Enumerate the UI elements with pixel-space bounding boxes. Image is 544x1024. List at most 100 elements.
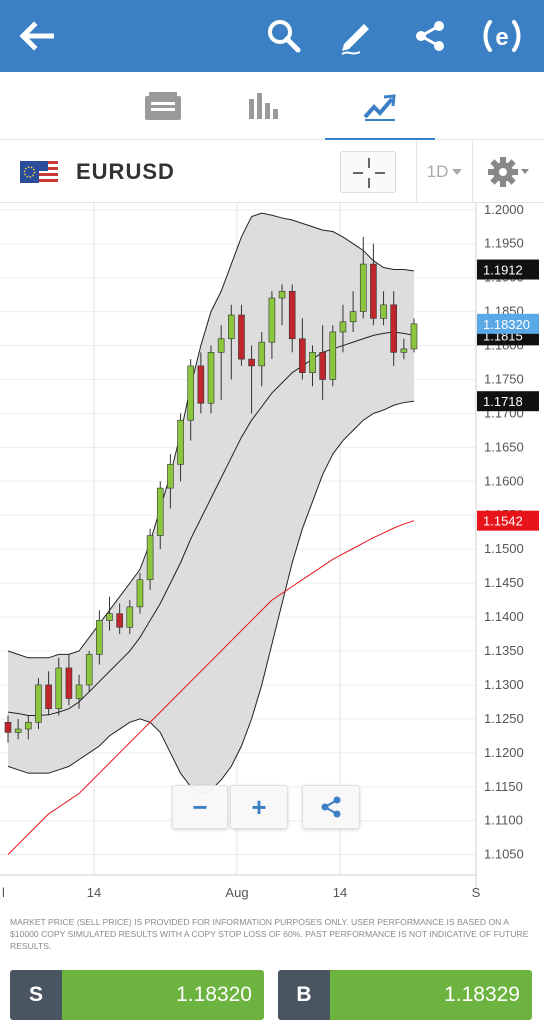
zoom-in-button[interactable]: + — [230, 785, 288, 829]
disclaimer-text: MARKET PRICE (SELL PRICE) IS PROVIDED FO… — [10, 917, 529, 951]
search-icon[interactable] — [258, 10, 310, 62]
etoro-logo-icon[interactable]: e — [476, 10, 528, 62]
y-tick-label: 1.2000 — [484, 203, 524, 217]
crosshair-button[interactable] — [340, 151, 396, 193]
candle — [75, 684, 83, 699]
sell-label: S — [10, 970, 62, 1020]
candle — [278, 290, 286, 299]
candle — [217, 338, 225, 353]
instrument-header: EURUSD 1D — [0, 141, 544, 203]
period-selector[interactable]: 1D — [416, 141, 472, 203]
candle — [187, 365, 194, 421]
price-label: 1.1912 — [483, 263, 523, 278]
candle — [319, 352, 326, 380]
x-tick-label: Aug — [225, 885, 248, 900]
minus-icon: − — [192, 791, 208, 822]
candle — [116, 613, 123, 628]
chart-share-button[interactable] — [302, 785, 360, 829]
y-tick-label: 1.1450 — [484, 575, 524, 590]
candle — [14, 728, 22, 733]
candle — [400, 348, 408, 353]
candle — [167, 464, 174, 489]
chart-icon — [363, 94, 396, 121]
gear-icon — [487, 157, 529, 187]
y-tick-label: 1.1600 — [484, 473, 524, 488]
bollinger-upper-line — [7, 212, 415, 659]
candle — [248, 358, 255, 367]
candle — [35, 684, 42, 723]
candle — [4, 721, 12, 733]
y-tick-label: 1.1300 — [484, 677, 524, 692]
candle — [309, 352, 316, 373]
y-tick-label: 1.1250 — [484, 711, 524, 726]
tab-stats[interactable] — [208, 72, 318, 140]
candle — [197, 365, 205, 404]
buy-button[interactable]: B 1.18329 — [278, 970, 532, 1020]
candle — [258, 341, 266, 367]
y-tick-label: 1.1150 — [484, 779, 523, 794]
price-label: 1.18320 — [483, 317, 530, 332]
price-label: 1.1718 — [483, 394, 523, 409]
candle — [390, 304, 398, 353]
y-tick-label: 1.1350 — [484, 643, 524, 658]
app-bar: e — [0, 0, 544, 72]
candle — [359, 263, 367, 312]
share-icon[interactable] — [404, 10, 456, 62]
section-tabs — [0, 72, 544, 140]
tab-feed[interactable] — [108, 72, 218, 140]
bollinger-middle-line — [7, 331, 415, 716]
candle — [106, 613, 113, 621]
candle — [126, 606, 134, 628]
chevron-down-icon — [452, 169, 463, 175]
y-tick-label: 1.1050 — [484, 847, 524, 862]
moving-average-line — [7, 520, 415, 855]
chart-settings-button[interactable] — [472, 141, 544, 203]
candle — [177, 419, 184, 465]
candle — [238, 314, 245, 360]
candle — [65, 667, 73, 699]
x-tick-label: S — [472, 885, 481, 900]
price-chart[interactable]: 1.20001.19501.19001.18501.18001.17501.17… — [0, 202, 544, 913]
feed-icon — [145, 92, 181, 120]
crosshair-icon — [353, 158, 385, 188]
candle — [228, 314, 235, 340]
y-tick-label: 1.1400 — [484, 609, 524, 624]
y-tick-label: 1.1100 — [484, 813, 523, 828]
instrument-symbol: EURUSD — [76, 159, 175, 184]
price-label-box — [477, 259, 539, 280]
candle — [268, 297, 276, 343]
candle — [288, 290, 296, 340]
candle — [55, 667, 63, 709]
pencil-icon[interactable] — [330, 10, 382, 62]
candle — [299, 338, 306, 373]
svg-text:e: e — [495, 24, 508, 51]
y-tick-label: 1.1750 — [484, 371, 524, 386]
sell-price: 1.18320 — [62, 970, 264, 1020]
buy-label: B — [278, 970, 330, 1020]
back-arrow-icon[interactable] — [10, 10, 62, 62]
price-label: 1.1542 — [483, 514, 523, 529]
candle — [136, 579, 144, 608]
period-label: 1D — [426, 162, 449, 181]
candle — [85, 654, 93, 686]
price-label-box — [477, 510, 539, 531]
eu-us-flag-icon — [20, 161, 58, 183]
zoom-out-button[interactable]: − — [172, 785, 228, 829]
candle — [45, 684, 52, 709]
sell-button[interactable]: S 1.18320 — [10, 970, 264, 1020]
chart-canvas[interactable]: 1.20001.19501.19001.18501.18001.17501.17… — [0, 202, 544, 913]
x-tick-label: 14 — [87, 885, 101, 900]
candle — [349, 311, 357, 323]
price-label-box — [477, 313, 539, 334]
price-label-box — [477, 391, 539, 412]
y-tick-label: 1.1650 — [484, 439, 524, 454]
tab-chart[interactable] — [325, 72, 435, 140]
buy-price: 1.18329 — [330, 970, 532, 1020]
candle — [96, 620, 103, 655]
y-tick-label: 1.1200 — [484, 745, 524, 760]
candle — [410, 323, 418, 350]
candle — [156, 487, 164, 536]
plus-icon: + — [251, 791, 267, 822]
x-tick-label: 14 — [333, 885, 347, 900]
candle — [380, 304, 387, 319]
